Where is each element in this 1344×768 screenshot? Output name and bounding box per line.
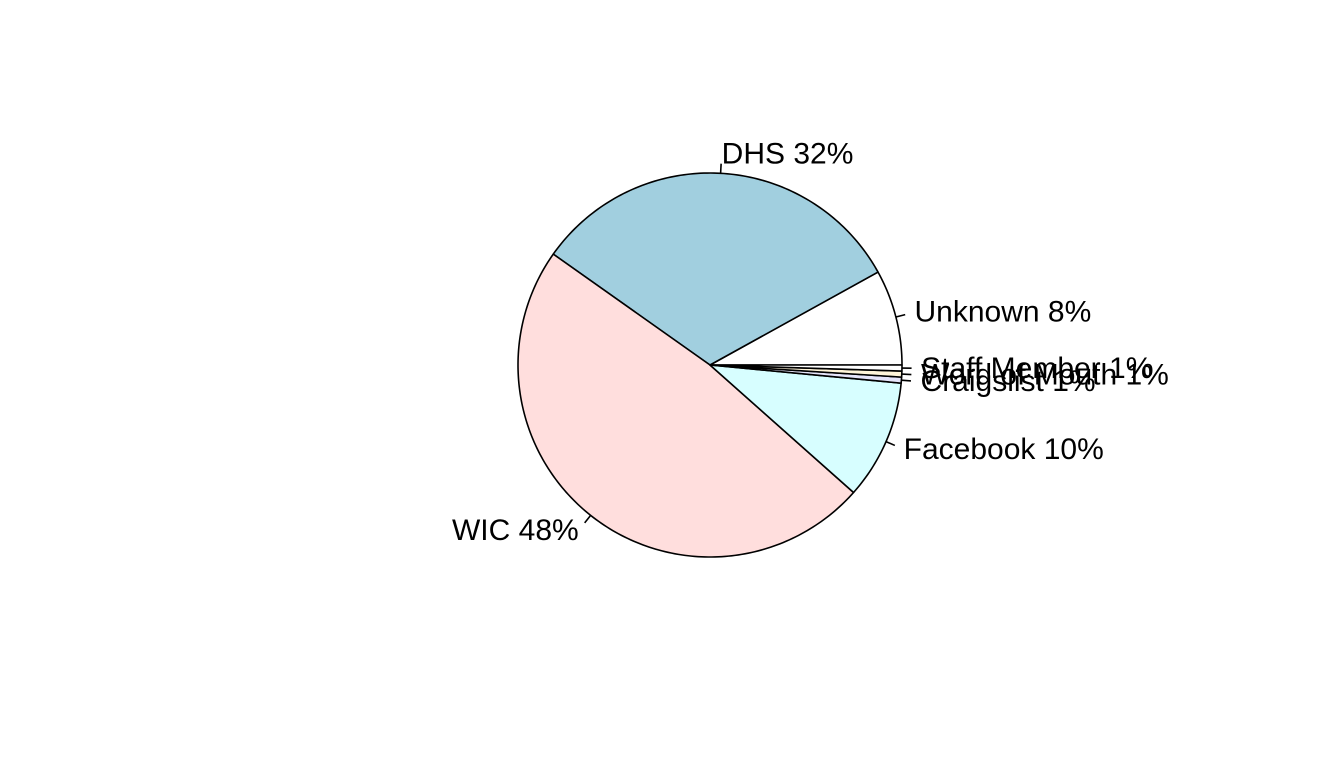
pie-label-facebook: Facebook 10% [904,433,1104,466]
leader-line-dhs [719,163,722,174]
pie-slice-facebook [709,364,902,494]
pie-slices [517,172,903,558]
leader-line-craigslist [901,379,912,382]
leader-line-unknown [895,313,906,318]
pie-slice-unknown [709,271,903,366]
leader-line-wic [584,514,592,524]
pie-label-staff-member: Staff Member 1% [921,352,1152,385]
pie-label-dhs: DHS 32% [722,138,854,171]
pie-label-wic: WIC 48% [452,514,579,547]
pie-labels: Unknown 8% DHS 32% WIC 48% Facebook 10% Crai… [452,138,1169,547]
pie-leader-lines [584,163,912,524]
pie-label-craigslist: Craigslist 1% [921,365,1096,398]
leader-line-facebook [885,440,896,447]
pie-label-unknown: Unknown 8% [915,296,1092,329]
pie-label-word-of-mouth: Word of Mouth 1% [921,359,1169,392]
